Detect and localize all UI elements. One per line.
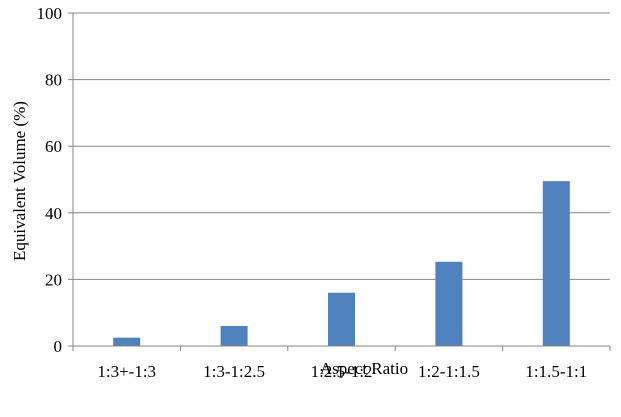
y-tick-label: 20 bbox=[45, 270, 62, 289]
x-tick-label: 1:3-1:2.5 bbox=[203, 362, 265, 381]
y-tick-label: 100 bbox=[37, 4, 63, 23]
bar-5 bbox=[542, 181, 570, 346]
bar-4 bbox=[435, 261, 463, 346]
x-tick-labels: 1:3+-1:3 1:3-1:2.5 1:2.5-1:2 1:2-1:1.5 1:1.5… bbox=[97, 362, 587, 381]
bar-3 bbox=[328, 292, 355, 346]
x-tick-label: 1:1.5-1:1 bbox=[525, 362, 587, 381]
bars bbox=[113, 181, 570, 346]
x-axis-title: Aspect Ratio bbox=[320, 359, 408, 378]
gridlines bbox=[73, 12, 610, 280]
bar-2 bbox=[220, 326, 248, 346]
y-tick-label: 40 bbox=[45, 204, 62, 223]
y-tick-label: 0 bbox=[54, 337, 63, 356]
y-axis-title: Equivalent Volume (%) bbox=[10, 101, 29, 261]
x-tick-label: 1:2-1:1.5 bbox=[418, 362, 480, 381]
x-tick-label: 1:2.5-1:2 bbox=[311, 362, 373, 381]
bar-1 bbox=[113, 337, 141, 346]
y-tick-label: 80 bbox=[45, 71, 62, 90]
axes bbox=[68, 12, 611, 351]
y-tick-label: 60 bbox=[45, 137, 62, 156]
x-tick-label: 1:3+-1:3 bbox=[97, 362, 156, 381]
y-tick-labels: 0 20 40 60 80 100 bbox=[37, 4, 63, 356]
